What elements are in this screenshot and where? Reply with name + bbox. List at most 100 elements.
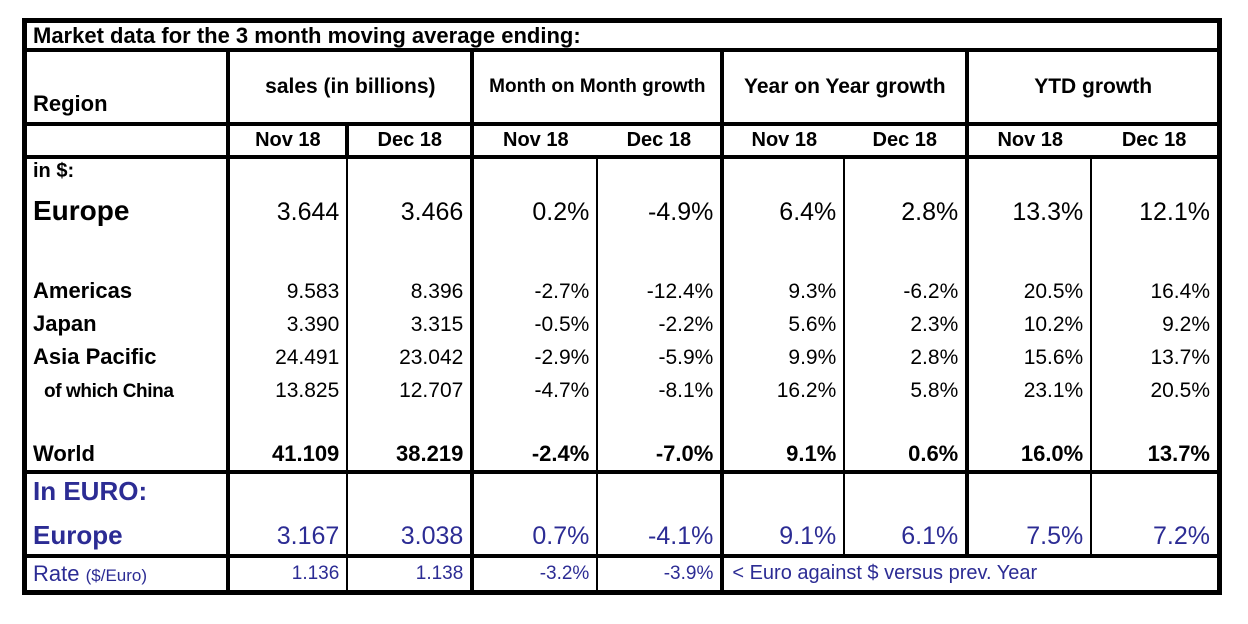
cell-blank-col3 <box>476 230 596 274</box>
cell-blank-col1 <box>232 230 346 274</box>
euro-value-column-3: 0.7% <box>470 472 598 558</box>
cell-japan-col3: -0.5% <box>534 313 590 336</box>
cell-europe-col1: 3.644 <box>276 198 340 226</box>
subheader-yoy-dec: Dec 18 <box>844 124 968 159</box>
subheader-sales-nov: Nov 18 <box>226 124 348 159</box>
cell-blank-col3 <box>476 406 596 430</box>
cell-blank-col4 <box>599 406 720 430</box>
row-label-blank <box>27 406 226 430</box>
cell-asia-pacific-col2: 23.042 <box>399 346 464 369</box>
row-label-asia-pacific: Asia Pacific <box>33 344 157 369</box>
euro-cell-col7: 7.5% <box>1026 522 1084 550</box>
cell-in-col5 <box>726 159 843 186</box>
cell-in-col8 <box>1093 159 1217 186</box>
usd-value-column-4: -4.9% -12.4% -2.2% -5.9% -8.1% -7.0% <box>596 157 723 474</box>
euro-blank-col6 <box>846 474 965 510</box>
cell-in-col1 <box>232 159 346 186</box>
cell-europe-col6: 2.8% <box>901 198 959 226</box>
header-row: Region sales (in billions) Month on Mont… <box>24 50 1220 126</box>
cell-americas-col3: -2.7% <box>534 280 590 303</box>
cell-asia-pacific-col4: -5.9% <box>658 346 714 369</box>
subheader-ytd-dec: Dec 18 <box>1091 124 1220 159</box>
cell-of-which-china-col6: 5.8% <box>910 379 959 402</box>
cell-americas-col6: -6.2% <box>903 280 959 303</box>
row-label-world: World <box>33 441 95 466</box>
cell-blank-col6 <box>846 406 965 430</box>
cell-blank-col5 <box>726 406 843 430</box>
cell-of-which-china-col1: 13.825 <box>275 379 340 402</box>
cell-americas-col2: 8.396 <box>410 280 464 303</box>
market-data-table: Market data for the 3 month moving avera… <box>22 18 1222 595</box>
euro-cell-col3: 0.7% <box>532 522 590 550</box>
euro-row-label: Europe <box>33 520 123 550</box>
euro-cell-col6: 6.1% <box>901 522 959 550</box>
euro-cell-col5: 9.1% <box>779 522 837 550</box>
cell-of-which-china-col4: -8.1% <box>658 379 714 402</box>
subheader-sales-dec: Dec 18 <box>345 124 473 159</box>
cell-japan-col4: -2.2% <box>658 313 714 336</box>
euro-blank-col3 <box>476 474 596 510</box>
cell-world-col2: 38.219 <box>396 441 464 466</box>
euro-value-column-4: -4.1% <box>596 472 723 558</box>
group-header-sales: sales (in billions) <box>226 50 473 126</box>
cell-blank-col7 <box>971 406 1090 430</box>
cell-blank-col8 <box>1093 230 1217 274</box>
rate-unit-label: ($/Euro) <box>85 565 148 585</box>
cell-blank-col5 <box>726 230 843 274</box>
euro-cell-col2: 3.038 <box>400 522 464 550</box>
usd-value-column-7: 13.3% 20.5% 10.2% 15.6% 23.1% 16.0% <box>965 157 1092 474</box>
region-header: Region <box>24 50 229 126</box>
cell-japan-col5: 5.6% <box>788 313 837 336</box>
euro-cell-col4: -4.1% <box>648 522 714 550</box>
cell-japan-col8: 9.2% <box>1162 313 1210 336</box>
cell-world-col1: 41.109 <box>272 441 340 466</box>
row-label-japan: Japan <box>33 311 97 336</box>
cell-americas-col5: 9.3% <box>788 280 837 303</box>
cell-japan-col6: 2.3% <box>910 313 959 336</box>
table-title: Market data for the 3 month moving avera… <box>24 20 1220 52</box>
rate-mom-dec: -3.9% <box>596 556 723 592</box>
usd-value-column-2: 3.466 8.396 3.315 23.042 12.707 38.219 <box>346 157 473 474</box>
rate-note: < Euro against $ versus prev. Year <box>720 556 1220 592</box>
euro-value-column-6: 6.1% <box>843 472 968 558</box>
subheader-ytd-nov: Nov 18 <box>965 124 1092 159</box>
rate-label-cell: Rate ($/Euro) <box>25 556 229 592</box>
cell-europe-col3: 0.2% <box>532 198 590 226</box>
subheader-yoy-nov: Nov 18 <box>720 124 845 159</box>
subheader-row: Nov 18 Dec 18 Nov 18 Dec 18 Nov 18 Dec 1… <box>24 124 1220 159</box>
cell-europe-col7: 13.3% <box>1012 198 1084 226</box>
cell-world-col5: 9.1% <box>786 441 837 466</box>
cell-world-col6: 0.6% <box>908 441 959 466</box>
cell-asia-pacific-col5: 9.9% <box>788 346 837 369</box>
cell-blank-col2 <box>349 406 470 430</box>
euro-value-column-7: 7.5% <box>965 472 1092 558</box>
cell-europe-col4: -4.9% <box>648 198 714 226</box>
cell-blank-col8 <box>1093 406 1217 430</box>
cell-europe-col8: 12.1% <box>1139 198 1210 226</box>
page-root: Market data for the 3 month moving avera… <box>22 18 1222 595</box>
subheader-mom-nov: Nov 18 <box>470 124 598 159</box>
euro-region-column: In EURO: Europe <box>24 472 229 558</box>
euro-blank-col7 <box>971 474 1090 510</box>
cell-world-col7: 16.0% <box>1020 441 1084 466</box>
cell-asia-pacific-col1: 24.491 <box>275 346 340 369</box>
euro-blank-col1 <box>232 474 346 510</box>
cell-asia-pacific-col6: 2.8% <box>910 346 959 369</box>
cell-japan-col7: 10.2% <box>1023 313 1084 336</box>
cell-world-col3: -2.4% <box>531 441 590 466</box>
cell-in-col3 <box>476 159 596 186</box>
cell-of-which-china-col7: 23.1% <box>1023 379 1084 402</box>
usd-value-column-5: 6.4% 9.3% 5.6% 9.9% 16.2% 9.1% <box>720 157 845 474</box>
euro-blank-col2 <box>349 474 470 510</box>
cell-blank-col6 <box>846 230 965 274</box>
row-label-americas: Americas <box>33 278 133 303</box>
usd-value-column-1: 3.644 9.583 3.390 24.491 13.825 41.109 <box>226 157 348 474</box>
cell-americas-col1: 9.583 <box>286 280 340 303</box>
euro-value-column-8: 7.2% <box>1090 472 1220 558</box>
row-label-of-which-china: of which China <box>44 381 174 402</box>
usd-data-block: in $: Europe Americas Japan Asia Pacific of w… <box>24 157 1220 474</box>
group-header-mom: Month on Month growth <box>470 50 723 126</box>
usd-value-column-3: 0.2% -2.7% -0.5% -2.9% -4.7% -2.4% <box>470 157 598 474</box>
cell-asia-pacific-col7: 15.6% <box>1023 346 1084 369</box>
cell-asia-pacific-col8: 13.7% <box>1150 346 1210 369</box>
